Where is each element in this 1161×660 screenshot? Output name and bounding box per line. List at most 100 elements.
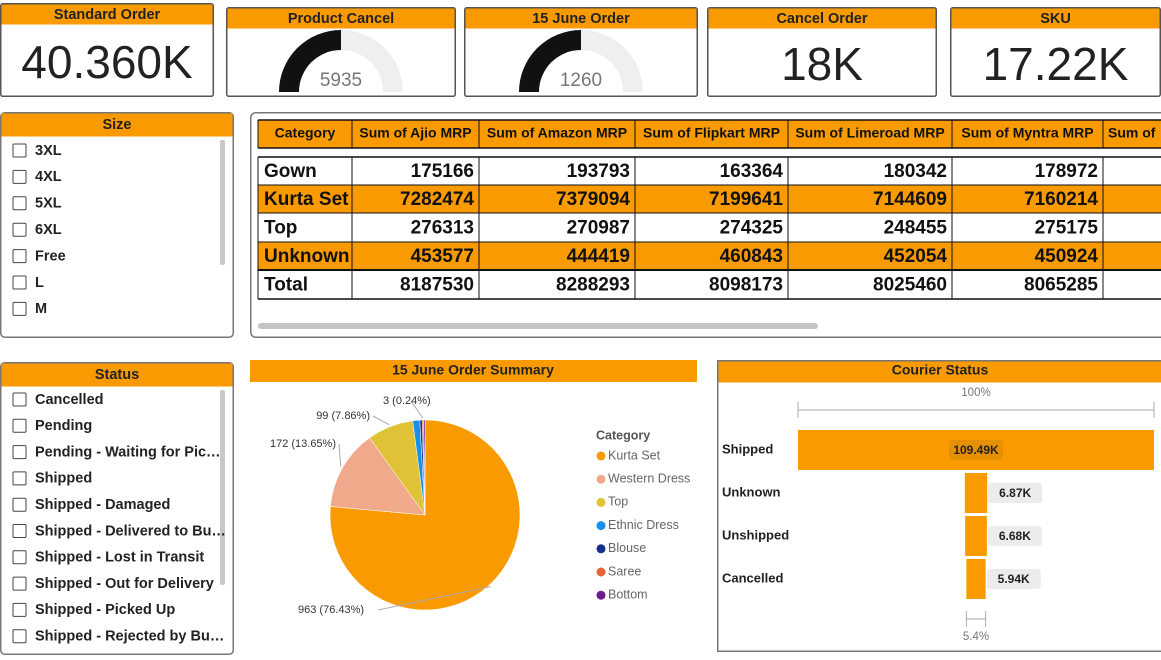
slicer-panel (0, 112, 234, 338)
table-row (258, 242, 1161, 270)
table-cell: 444419 (567, 246, 630, 267)
checkbox[interactable] (12, 550, 27, 565)
label-box (949, 440, 1003, 460)
checkbox[interactable] (12, 275, 27, 290)
legend-label: Saree (608, 564, 641, 578)
checkbox[interactable] (12, 471, 27, 486)
card-title: SKU (1040, 11, 1071, 27)
table-cell: 8098173 (709, 275, 783, 296)
card-header (227, 8, 455, 29)
funnel-bar[interactable] (964, 473, 988, 513)
table-cell: 8187530 (400, 275, 474, 296)
checkbox[interactable] (12, 497, 27, 512)
table-cell: 163364 (720, 161, 784, 182)
gauge-fill (519, 30, 581, 92)
table-row (258, 270, 1161, 299)
data-label: 963 (76.43%) (298, 604, 364, 616)
table-cell: 450924 (1035, 246, 1099, 267)
gauge-fill (279, 30, 341, 92)
table-cell: 8288293 (556, 275, 630, 296)
card-title: 15 June Order (532, 11, 630, 27)
slicer-title: Status (95, 367, 139, 383)
table-header-row (258, 120, 1161, 148)
pie-slice[interactable] (423, 419, 426, 516)
card (0, 3, 214, 97)
chart-title: 15 June Order Summary (392, 362, 554, 378)
table-cell: 175166 (411, 161, 474, 182)
slicer-title: Size (102, 117, 131, 133)
slicer-item: Free (35, 248, 66, 264)
checkbox[interactable] (12, 196, 27, 211)
card-value: 17.22K (983, 38, 1129, 90)
card-header (708, 8, 936, 29)
legend-label: Blouse (608, 541, 646, 555)
data-label: 5.94K (998, 572, 1030, 586)
checkbox[interactable] (12, 222, 27, 237)
table-cell: 7144609 (873, 189, 947, 210)
data-label: 6.68K (999, 529, 1031, 543)
table-cell: 8025460 (873, 275, 947, 296)
card-title: Cancel Order (776, 11, 867, 27)
table-cell: 178972 (1035, 161, 1098, 182)
slicer-item: Shipped (35, 471, 92, 487)
column-header: Sum of Amazon MRP (487, 125, 627, 141)
slicer-item: M (35, 301, 47, 317)
checkbox[interactable] (12, 629, 27, 644)
table-cell: 274325 (720, 218, 784, 239)
checkbox[interactable] (12, 392, 27, 407)
row-label: Unknown (264, 246, 350, 267)
funnel-bottom-label: 5.4% (963, 631, 989, 643)
table-row (258, 213, 1161, 242)
slicer-item: L (35, 275, 44, 291)
table-cell: 8065285 (1024, 275, 1098, 296)
table-cell: 453577 (411, 246, 474, 267)
slicer-panel (0, 362, 234, 655)
legend-label: Western Dress (608, 471, 690, 485)
checkbox[interactable] (12, 576, 27, 591)
card-title: Product Cancel (288, 11, 394, 27)
legend-swatch (596, 474, 606, 484)
checkbox[interactable] (12, 602, 27, 617)
legend-label: Top (608, 495, 628, 509)
slicer-item: 4XL (35, 169, 62, 185)
column-header: Category (275, 125, 336, 141)
pie-slice[interactable] (329, 419, 521, 611)
column-header: Sum of Limeroad MRP (795, 125, 944, 141)
checkbox[interactable] (12, 418, 27, 433)
checkbox[interactable] (12, 301, 27, 316)
gauge-value: 1260 (560, 70, 602, 91)
checkbox[interactable] (12, 524, 27, 538)
table-cell: 275175 (1035, 218, 1099, 239)
category-label: Unknown (722, 484, 781, 499)
table-cell: 180342 (884, 161, 947, 182)
checkbox[interactable] (12, 249, 27, 264)
slicer-item: Shipped - Lost in Transit (35, 550, 204, 566)
checkbox[interactable] (12, 169, 27, 184)
leader-line (377, 586, 491, 611)
gauge-value: 5935 (320, 70, 362, 91)
checkbox[interactable] (12, 445, 27, 460)
legend-swatch (596, 451, 606, 461)
scrollbar (220, 390, 225, 585)
slicer-item: Cancelled (35, 392, 104, 408)
legend-title: Category (596, 428, 650, 442)
legend-label: Bottom (608, 587, 648, 601)
data-label: 6.87K (999, 486, 1031, 500)
checkbox[interactable] (12, 143, 27, 158)
data-label: 99 (7.86%) (316, 410, 370, 422)
funnel-bar[interactable] (965, 516, 987, 556)
slicer-header (1, 363, 233, 387)
table-cell: 7379094 (556, 189, 630, 210)
card-header (1, 4, 213, 25)
table-cell: 460843 (720, 246, 783, 267)
funnel-bar[interactable] (966, 559, 986, 599)
leader-line (410, 400, 424, 419)
leader-line (372, 415, 390, 426)
slicer-item: Pending - Waiting for Pic… (35, 444, 221, 460)
table-cell: 452054 (884, 246, 948, 267)
horizontal-scrollbar (258, 323, 818, 329)
pie-slice[interactable] (330, 437, 426, 516)
chart-title: Courier Status (892, 362, 989, 378)
